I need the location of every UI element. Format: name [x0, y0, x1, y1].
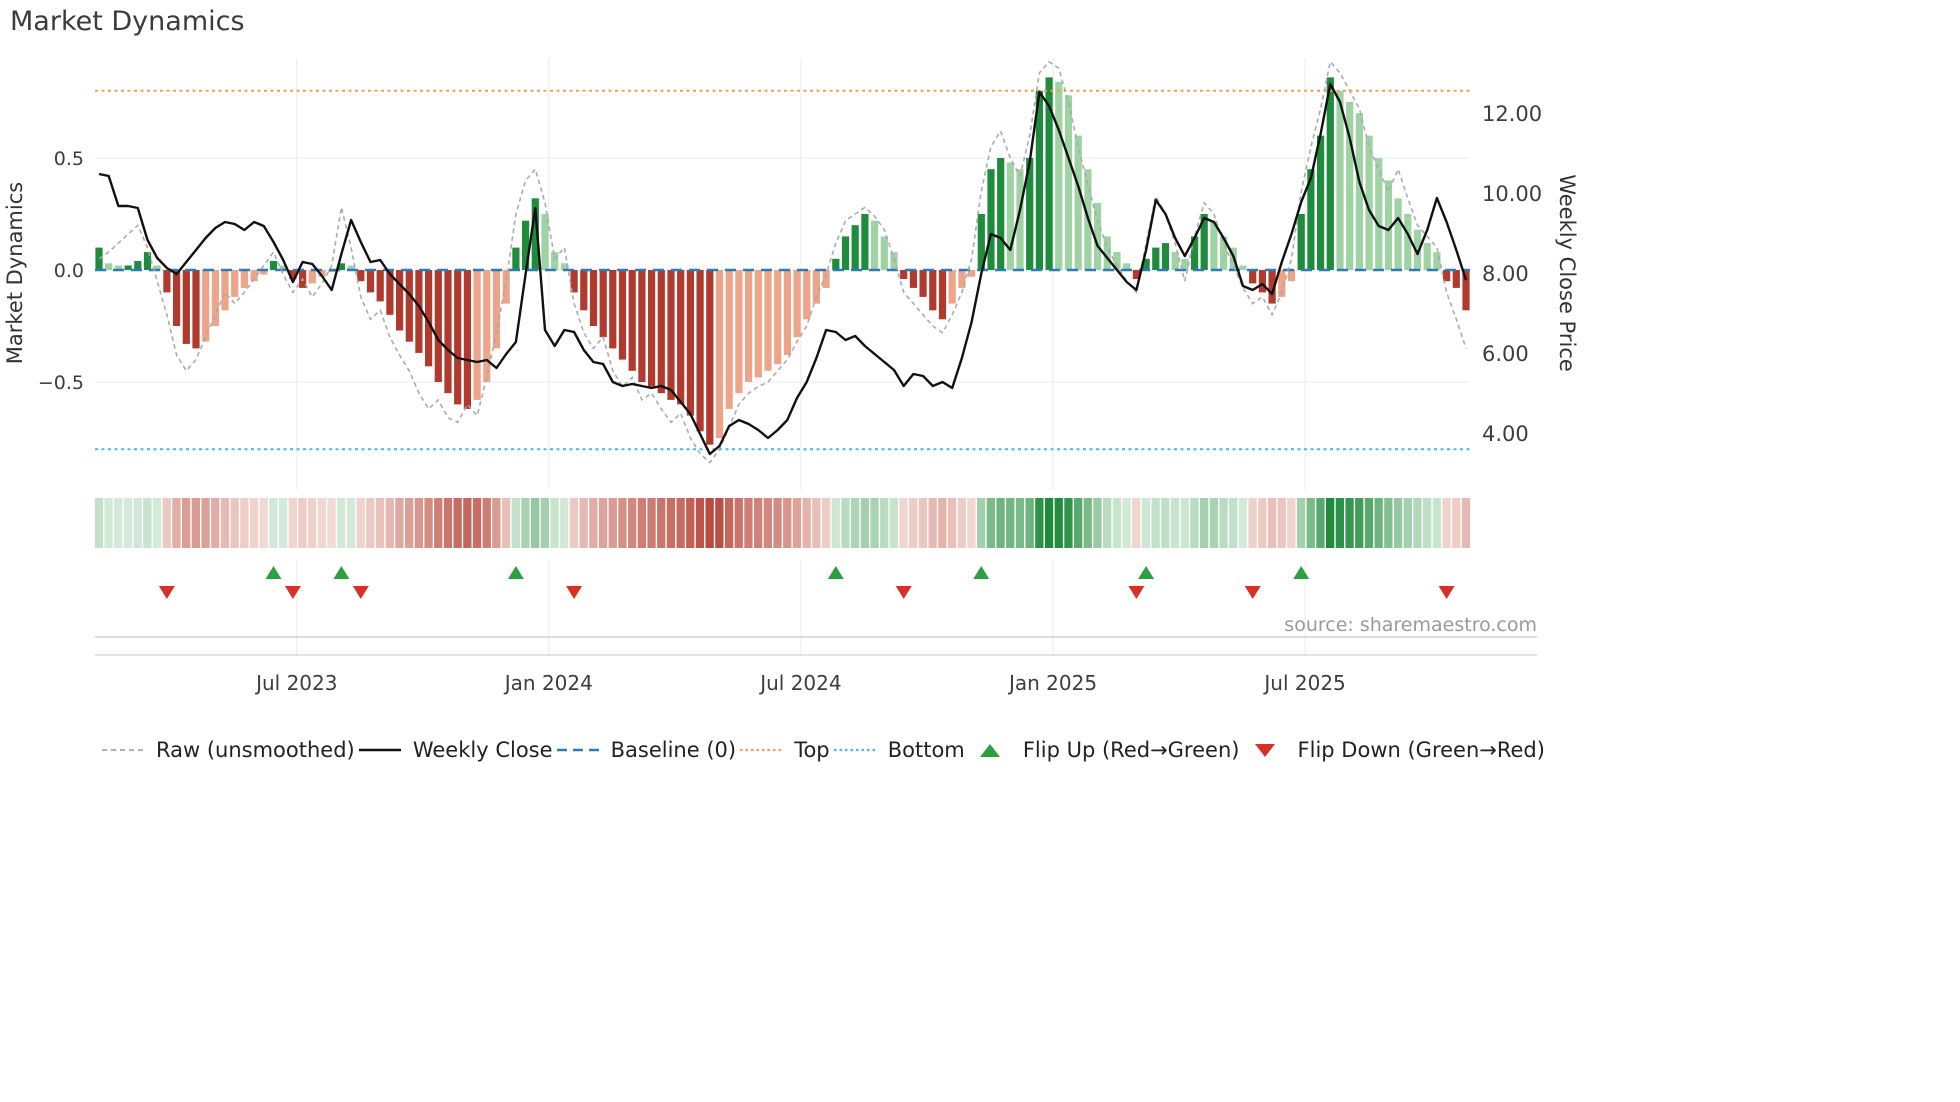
legend-item: Bottom [832, 738, 965, 762]
x-axis-ticks: Jul 2023 Jan 2024 Jul 2024 Jan 2025 Jul 2025 [254, 671, 1346, 695]
svg-text:Jul 2023: Jul 2023 [254, 671, 337, 695]
left-axis-ticks: 0.5 0.0 −0.5 [38, 148, 84, 394]
flip-down-icon [352, 586, 369, 599]
legend-marker-tri-down-red [1254, 744, 1275, 757]
page-title: Market Dynamics [10, 6, 245, 37]
legend-label: Flip Up (Red→Green) [1022, 738, 1240, 762]
gridlines [95, 58, 1470, 655]
legend-marker-dash-gray [102, 749, 144, 751]
flip-markers [158, 566, 1455, 599]
raw-line [98, 59, 1467, 464]
flip-down-icon [1438, 586, 1455, 599]
legend-item: Flip Up (Red→Green) [967, 738, 1240, 762]
chart-legend: Raw (unsmoothed) Weekly Close Baseline (0)… [100, 738, 1545, 762]
source-label: source: sharemaestro.com [1284, 614, 1537, 636]
oscillator-bars [95, 77, 1470, 445]
legend-label: Baseline (0) [610, 738, 737, 762]
svg-text:12.00: 12.00 [1482, 102, 1542, 126]
svg-text:−0.5: −0.5 [38, 372, 84, 394]
flip-up-icon [265, 566, 282, 579]
legend-item: Top [738, 738, 830, 762]
legend-label: Raw (unsmoothed) [156, 738, 355, 762]
legend-item: Baseline (0) [555, 738, 736, 762]
legend-marker-dot-orange [740, 748, 783, 752]
flip-down-icon [895, 586, 912, 599]
flip-down-icon [284, 586, 301, 599]
legend-label: Bottom [887, 738, 965, 762]
legend-marker-dash-blue [556, 748, 599, 752]
flip-down-icon [566, 586, 583, 599]
legend-item: Weekly Close [357, 738, 553, 762]
right-axis-label: Weekly Close Price [1555, 174, 1579, 372]
svg-text:4.00: 4.00 [1482, 422, 1529, 446]
market-dynamics-chart: 0.5 0.0 −0.5 12.00 10.00 8.00 6.00 4.00 Jul 2023… [3, 58, 1579, 695]
flip-down-icon [1128, 586, 1145, 599]
svg-text:Jan 2025: Jan 2025 [1007, 671, 1097, 695]
flip-up-icon [827, 566, 844, 579]
legend-item: Raw (unsmoothed) [100, 738, 355, 762]
svg-text:8.00: 8.00 [1482, 262, 1529, 286]
flip-up-icon [507, 566, 524, 579]
legend-marker-dot-cyan [833, 748, 876, 752]
right-axis-ticks: 12.00 10.00 8.00 6.00 4.00 [1482, 102, 1542, 446]
svg-text:0.0: 0.0 [54, 260, 84, 282]
left-axis-label: Market Dynamics [3, 182, 27, 364]
legend-label: Top [794, 738, 830, 762]
heatmap-strip [94, 498, 1471, 548]
legend-item: Flip Down (Green→Red) [1242, 738, 1545, 762]
svg-text:Jan 2024: Jan 2024 [503, 671, 593, 695]
flip-up-icon [1138, 566, 1155, 579]
svg-text:Jul 2025: Jul 2025 [1262, 671, 1345, 695]
svg-text:6.00: 6.00 [1482, 342, 1529, 366]
svg-text:10.00: 10.00 [1482, 182, 1542, 206]
svg-text:Jul 2024: Jul 2024 [758, 671, 841, 695]
flip-up-icon [1293, 566, 1310, 579]
flip-up-icon [973, 566, 990, 579]
legend-label: Weekly Close [412, 738, 553, 762]
legend-marker-tri-up-green [979, 744, 1000, 757]
legend-marker-line-black [358, 748, 401, 752]
legend-label: Flip Down (Green→Red) [1297, 738, 1545, 762]
flip-down-icon [158, 586, 175, 599]
flip-up-icon [333, 566, 350, 579]
close-line [98, 82, 1468, 456]
svg-text:0.5: 0.5 [54, 148, 84, 170]
flip-down-icon [1244, 586, 1261, 599]
